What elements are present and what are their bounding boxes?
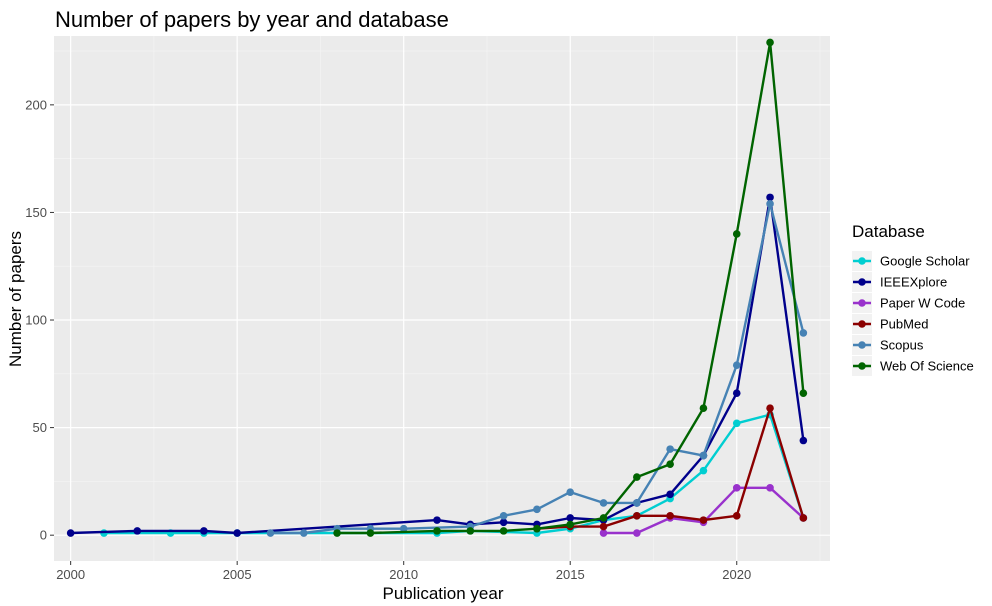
legend-label: IEEEXplore	[880, 275, 947, 290]
data-point-web-of-science	[466, 527, 475, 535]
legend-label: Google Scholar	[880, 254, 970, 269]
data-point-pubmed	[633, 512, 641, 520]
legend: Database Google Scholar IEEEXplore Paper W…	[852, 222, 974, 376]
x-tick-label: 2015	[556, 567, 585, 582]
data-point-scopus	[766, 200, 774, 208]
legend-label: Scopus	[880, 338, 924, 353]
series-web-of-science	[333, 38, 808, 537]
plot-panel	[54, 36, 830, 561]
x-axis: 2000 2005 2010 2015 2020	[56, 561, 751, 582]
data-point-pubmed	[799, 514, 808, 522]
data-point-ieeexplore	[566, 514, 575, 522]
y-tick-label: 0	[40, 528, 47, 543]
data-point-scopus	[299, 529, 308, 537]
x-tick-label: 2020	[722, 567, 751, 582]
data-point-ieeexplore	[233, 529, 241, 537]
legend-key-point	[858, 341, 866, 349]
legend-label: PubMed	[880, 317, 928, 332]
data-point-web-of-science	[599, 514, 608, 522]
data-point-pubmed	[699, 516, 708, 524]
series-line-scopus	[270, 202, 805, 535]
data-point-web-of-science	[566, 520, 575, 529]
y-axis: 0 50 100 150 200	[25, 97, 54, 543]
legend-item-scopus: Scopus	[852, 335, 924, 355]
data-point-scopus	[599, 499, 608, 507]
data-point-pubmed	[599, 522, 608, 531]
data-point-web-of-science	[732, 230, 741, 238]
x-tick-label: 2000	[56, 567, 85, 582]
y-tick-label: 50	[33, 420, 47, 435]
data-point-paper-w-code	[599, 529, 608, 537]
data-point-scopus	[533, 505, 541, 514]
legend-title: Database	[852, 222, 925, 241]
data-point-pubmed	[666, 512, 674, 520]
data-point-pubmed	[766, 404, 774, 413]
data-point-web-of-science	[499, 527, 508, 535]
data-point-ieeexplore	[766, 193, 774, 202]
data-point-web-of-science	[666, 460, 674, 468]
y-axis-title: Number of papers	[6, 231, 25, 367]
series-line-ieeexplore	[70, 196, 805, 535]
data-point-ieeexplore	[732, 389, 741, 397]
legend-key-point	[858, 299, 866, 307]
data-point-scopus	[499, 512, 508, 520]
legend-label: Paper W Code	[880, 296, 965, 311]
data-point-scopus	[266, 529, 275, 537]
data-point-scopus	[399, 524, 408, 533]
data-point-scopus	[699, 451, 708, 460]
data-point-ieeexplore	[499, 518, 508, 527]
data-point-scopus	[633, 499, 641, 507]
data-point-web-of-science	[333, 529, 341, 537]
legend-key-point	[858, 278, 866, 286]
legend-item-paper-w-code: Paper W Code	[852, 293, 965, 313]
data-point-web-of-science	[799, 389, 808, 397]
data-point-ieeexplore	[133, 527, 142, 535]
grid-major	[54, 36, 830, 561]
data-point-ieeexplore	[799, 436, 808, 445]
data-point-ieeexplore	[666, 490, 674, 499]
legend-item-ieeexplore: IEEEXplore	[852, 272, 947, 292]
data-point-scopus	[732, 361, 741, 370]
series-layer	[66, 38, 808, 537]
legend-label: Web Of Science	[880, 359, 974, 374]
legend-key-point	[858, 320, 866, 328]
data-point-ieeexplore	[200, 527, 208, 535]
data-point-pubmed	[732, 512, 741, 520]
series-line-web-of-science	[337, 41, 805, 535]
x-tick-label: 2005	[223, 567, 252, 582]
data-point-scopus	[799, 329, 808, 337]
data-point-paper-w-code	[633, 529, 641, 537]
data-point-ieeexplore	[433, 516, 441, 524]
legend-item-pubmed: PubMed	[852, 314, 928, 334]
y-tick-label: 150	[25, 205, 47, 220]
y-tick-label: 200	[25, 97, 47, 112]
data-point-web-of-science	[766, 38, 774, 47]
data-point-ieeexplore	[66, 529, 75, 537]
data-point-web-of-science	[533, 524, 541, 533]
data-point-paper-w-code	[732, 484, 741, 492]
data-point-web-of-science	[433, 527, 441, 535]
data-point-scopus	[566, 488, 575, 496]
grid-minor	[54, 36, 830, 561]
data-point-scopus	[666, 445, 674, 453]
legend-key-point	[858, 362, 866, 370]
legend-item-google-scholar: Google Scholar	[852, 251, 970, 271]
x-axis-title: Publication year	[383, 584, 504, 603]
legend-key-point	[858, 257, 866, 265]
data-point-web-of-science	[699, 404, 708, 413]
data-point-web-of-science	[633, 473, 641, 481]
data-point-google-scholar	[699, 466, 708, 475]
y-tick-label: 100	[25, 313, 47, 328]
legend-item-web-of-science: Web Of Science	[852, 356, 974, 376]
chart-title: Number of papers by year and database	[55, 7, 449, 32]
data-point-web-of-science	[366, 529, 375, 537]
data-point-paper-w-code	[766, 484, 774, 492]
x-tick-label: 2010	[389, 567, 418, 582]
data-point-google-scholar	[732, 419, 741, 428]
